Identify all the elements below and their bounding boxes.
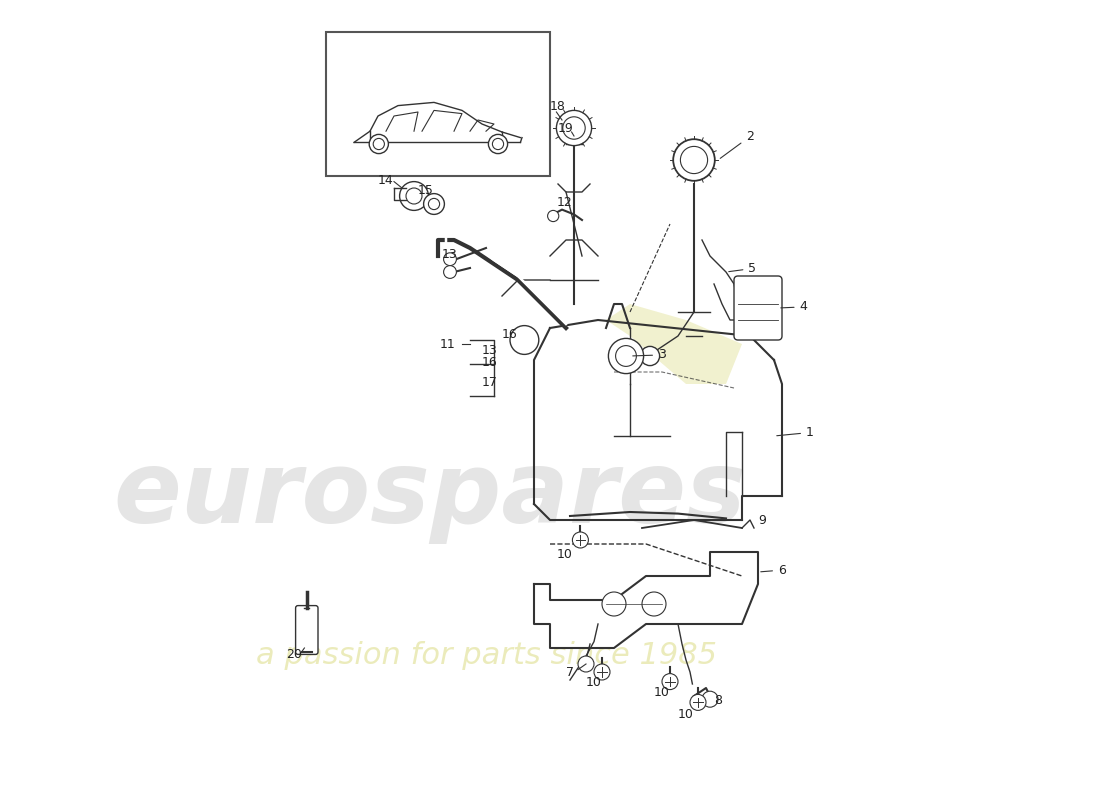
Bar bbox=[326, 32, 550, 176]
Text: 9: 9 bbox=[758, 514, 766, 527]
Circle shape bbox=[406, 188, 422, 204]
Circle shape bbox=[578, 656, 594, 672]
Circle shape bbox=[424, 194, 444, 214]
Text: 5: 5 bbox=[729, 262, 757, 275]
Circle shape bbox=[373, 138, 384, 150]
Circle shape bbox=[572, 532, 588, 548]
Circle shape bbox=[640, 346, 660, 366]
Text: 16: 16 bbox=[502, 328, 518, 341]
Text: 20: 20 bbox=[286, 648, 301, 661]
Text: 17: 17 bbox=[482, 375, 498, 389]
Text: 11: 11 bbox=[440, 338, 455, 351]
Circle shape bbox=[399, 182, 428, 210]
Text: a passion for parts since 1985: a passion for parts since 1985 bbox=[255, 642, 716, 670]
Text: 14: 14 bbox=[378, 174, 394, 187]
Circle shape bbox=[690, 694, 706, 710]
Text: 4: 4 bbox=[781, 301, 807, 314]
Circle shape bbox=[673, 139, 715, 181]
Text: 10: 10 bbox=[654, 686, 670, 699]
Text: 3: 3 bbox=[632, 349, 666, 362]
Circle shape bbox=[488, 134, 507, 154]
Text: 15: 15 bbox=[418, 184, 433, 197]
Text: 8: 8 bbox=[714, 694, 722, 707]
Circle shape bbox=[608, 338, 644, 374]
Text: 1: 1 bbox=[777, 426, 814, 439]
FancyBboxPatch shape bbox=[734, 276, 782, 340]
Circle shape bbox=[443, 266, 456, 278]
Text: 19: 19 bbox=[558, 122, 574, 135]
Circle shape bbox=[370, 134, 388, 154]
Circle shape bbox=[548, 210, 559, 222]
Circle shape bbox=[616, 346, 637, 366]
Circle shape bbox=[594, 664, 610, 680]
Circle shape bbox=[443, 253, 456, 266]
Circle shape bbox=[602, 592, 626, 616]
Text: 6: 6 bbox=[761, 563, 785, 577]
FancyBboxPatch shape bbox=[296, 606, 318, 654]
Text: 2: 2 bbox=[720, 130, 754, 158]
Circle shape bbox=[493, 138, 504, 150]
Circle shape bbox=[428, 198, 440, 210]
Circle shape bbox=[557, 110, 592, 146]
Text: 12: 12 bbox=[557, 196, 572, 210]
Circle shape bbox=[510, 326, 539, 354]
Circle shape bbox=[662, 674, 678, 690]
Circle shape bbox=[642, 592, 666, 616]
Circle shape bbox=[563, 117, 585, 139]
Text: 7: 7 bbox=[566, 666, 574, 679]
Circle shape bbox=[702, 691, 718, 707]
Text: 10: 10 bbox=[557, 549, 572, 562]
Text: 13: 13 bbox=[442, 247, 458, 261]
Text: 10: 10 bbox=[586, 677, 602, 690]
Text: 13: 13 bbox=[482, 344, 497, 357]
Text: 18: 18 bbox=[550, 100, 565, 114]
Polygon shape bbox=[606, 304, 742, 384]
Text: eurospares: eurospares bbox=[113, 447, 746, 545]
Text: 10: 10 bbox=[678, 709, 694, 722]
Circle shape bbox=[681, 146, 707, 174]
Text: 16: 16 bbox=[482, 355, 497, 369]
